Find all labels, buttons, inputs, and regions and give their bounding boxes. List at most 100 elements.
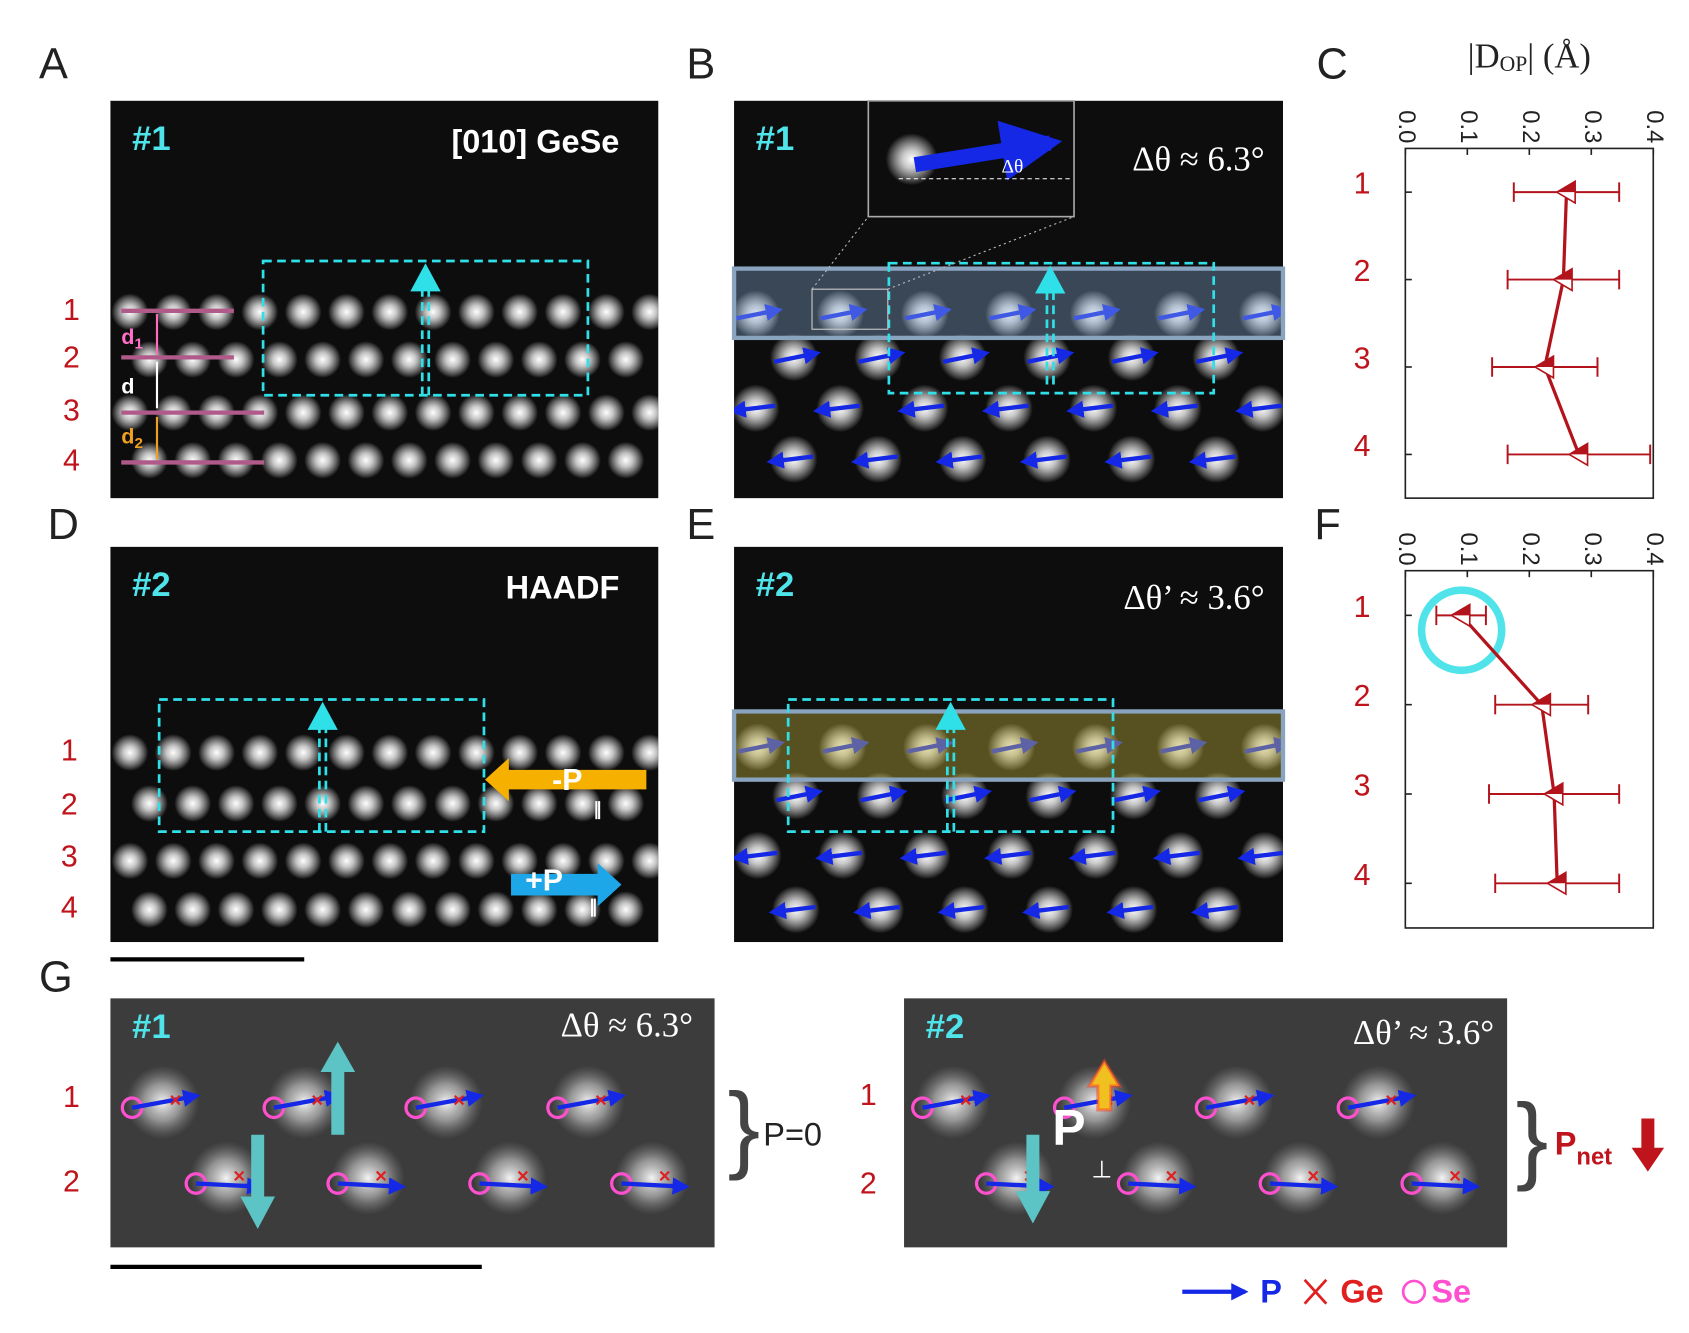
atom bbox=[457, 293, 495, 331]
polar-arrow bbox=[1068, 847, 1116, 865]
polar-arrow bbox=[621, 1177, 690, 1195]
panel-label: A bbox=[39, 41, 68, 89]
angle: Δθ ≈ 6.3° bbox=[561, 1007, 693, 1045]
atom bbox=[198, 734, 235, 771]
polar-arrow bbox=[935, 451, 983, 469]
atom bbox=[414, 842, 452, 880]
atom bbox=[217, 785, 255, 822]
polar-arrow bbox=[479, 1177, 549, 1195]
y-tick-label: 4 bbox=[1354, 430, 1371, 463]
legend-ge: Ge bbox=[1340, 1273, 1383, 1309]
brace: } bbox=[1516, 1083, 1549, 1192]
band bbox=[731, 266, 1286, 341]
y-tick-label: 2 bbox=[1354, 680, 1371, 713]
polar-arrow bbox=[131, 1089, 201, 1110]
atom bbox=[473, 1141, 547, 1215]
neg-p-sub: ∥ bbox=[593, 799, 602, 819]
ge-site bbox=[659, 1170, 670, 1182]
ge-site bbox=[1449, 1170, 1461, 1182]
layer-lines bbox=[121, 308, 265, 465]
atom bbox=[434, 891, 471, 928]
atom bbox=[217, 341, 255, 378]
y-tick-label: 2 bbox=[1354, 255, 1371, 288]
p-zero: P=0 bbox=[763, 1117, 822, 1153]
atom bbox=[607, 891, 645, 928]
atom bbox=[260, 891, 298, 928]
p-perp-text: P bbox=[1052, 1100, 1085, 1156]
polar-arrow bbox=[906, 737, 955, 755]
atom bbox=[260, 341, 298, 378]
row-label: 1 bbox=[63, 1081, 80, 1114]
atom bbox=[501, 734, 539, 771]
polar-arrow bbox=[195, 1177, 265, 1195]
atom bbox=[154, 842, 192, 880]
atom bbox=[111, 842, 149, 880]
atom bbox=[564, 341, 601, 378]
atom bbox=[501, 394, 539, 432]
polar-arrow bbox=[1150, 400, 1198, 418]
atom bbox=[284, 293, 322, 331]
x-tick-label: 0.0 bbox=[1393, 110, 1420, 143]
polar-arrow bbox=[337, 1177, 407, 1195]
atom bbox=[390, 341, 428, 378]
polar-arrow bbox=[981, 400, 1029, 418]
atom bbox=[587, 734, 625, 771]
polar-arrow bbox=[768, 901, 816, 920]
marker-fill bbox=[1544, 783, 1563, 794]
d2: d bbox=[121, 423, 134, 448]
atom bbox=[477, 891, 515, 928]
atom bbox=[217, 891, 255, 928]
marker-fill bbox=[1451, 604, 1470, 616]
p-net-text: P bbox=[1555, 1125, 1577, 1161]
atom bbox=[1263, 1141, 1338, 1215]
inset-arrow bbox=[913, 120, 1063, 181]
ge-site bbox=[375, 1170, 387, 1182]
down-arrow bbox=[240, 1134, 276, 1229]
atom-layer bbox=[911, 1065, 1481, 1215]
atom bbox=[304, 891, 342, 928]
polar-arrow bbox=[1188, 451, 1236, 469]
polar-arrow bbox=[822, 737, 870, 755]
atom bbox=[631, 293, 659, 331]
y-tick-label: 3 bbox=[1354, 769, 1371, 802]
panel-label: D bbox=[48, 501, 79, 549]
atom bbox=[347, 785, 385, 822]
polar-arrow bbox=[737, 737, 786, 755]
ge-site bbox=[1166, 1170, 1177, 1182]
angle: Δθ’ ≈ 3.6° bbox=[1123, 579, 1264, 617]
ge-site bbox=[312, 1095, 323, 1106]
polar-arrow bbox=[983, 847, 1031, 865]
polar-arrow bbox=[942, 347, 990, 365]
plot-frame bbox=[1404, 147, 1655, 499]
atom bbox=[390, 891, 428, 928]
row-label: 2 bbox=[63, 342, 80, 375]
atom bbox=[607, 341, 645, 378]
polar-arrow bbox=[1029, 785, 1077, 803]
atom bbox=[260, 785, 298, 822]
polar-arrow bbox=[991, 737, 1039, 755]
atom bbox=[371, 842, 409, 880]
atom bbox=[631, 734, 659, 771]
row-label: 3 bbox=[63, 395, 80, 428]
polar-arrow bbox=[773, 347, 821, 365]
polar-arrow bbox=[766, 451, 814, 469]
atom bbox=[607, 785, 645, 822]
neg-p-arrow bbox=[485, 757, 647, 802]
polar-arrow bbox=[986, 1177, 1055, 1195]
row-label: 3 bbox=[61, 841, 78, 874]
atom bbox=[371, 394, 409, 432]
sample-tag: #2 bbox=[132, 566, 171, 604]
atom bbox=[477, 341, 515, 378]
p-net: Pnet bbox=[1555, 1125, 1612, 1171]
atom bbox=[174, 891, 212, 928]
atom bbox=[154, 734, 192, 771]
atom bbox=[544, 734, 582, 771]
y-tick-label: 3 bbox=[1354, 343, 1371, 376]
ge-site bbox=[234, 1170, 245, 1182]
polar-arrow bbox=[1196, 347, 1244, 365]
row-label: 2 bbox=[61, 789, 78, 822]
x-tick-label: 0.3 bbox=[1579, 532, 1606, 565]
ge-site bbox=[1244, 1095, 1255, 1106]
legend-circle bbox=[1401, 1279, 1427, 1304]
